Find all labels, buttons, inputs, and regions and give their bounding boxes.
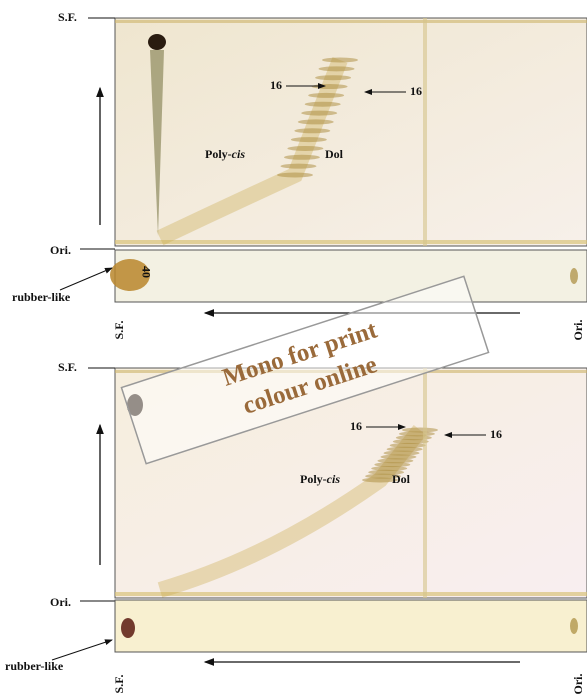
band xyxy=(284,155,320,160)
band xyxy=(294,128,330,133)
band xyxy=(291,137,327,142)
band xyxy=(287,146,323,151)
origin-band xyxy=(115,592,587,596)
band xyxy=(280,164,316,169)
dol-label: Dol xyxy=(325,147,344,161)
band-label: 16 xyxy=(270,78,282,92)
strip-origin-spot xyxy=(570,618,578,634)
strip-origin-label: Ori. xyxy=(571,320,585,341)
spot-label: rubber-like xyxy=(12,290,71,304)
tlc-panel: S.F. 16 16 Poly-cis Dol Ori. 40 rubber-like S.F.… xyxy=(12,10,587,341)
band xyxy=(312,84,348,89)
strip xyxy=(115,250,587,302)
origin-label: Ori. xyxy=(50,243,71,257)
dark-spot xyxy=(148,34,166,50)
strip-front-label: S.F. xyxy=(112,321,126,340)
band-label: 16 xyxy=(350,419,362,433)
poly-cis-label: Poly-cis xyxy=(205,147,245,161)
dol-label: Dol xyxy=(392,472,411,486)
strip-spot xyxy=(121,618,135,638)
band xyxy=(308,93,344,98)
band xyxy=(315,75,351,80)
band xyxy=(298,119,334,124)
band xyxy=(322,58,358,63)
tlc-plate xyxy=(115,18,587,246)
band-label: 16 xyxy=(410,84,422,98)
figure: S.F. 16 16 Poly-cis Dol Ori. 40 rubber-like S.F.… xyxy=(0,0,587,698)
label-arrow xyxy=(52,640,112,660)
front-label: S.F. xyxy=(58,10,77,24)
spot-label: rubber-like xyxy=(5,659,64,673)
band xyxy=(277,173,313,178)
poly-prefix: Poly- xyxy=(205,147,232,161)
band xyxy=(301,111,337,116)
poly-prefix: Poly- xyxy=(300,472,327,486)
strip-origin-spot xyxy=(570,268,578,284)
band xyxy=(319,66,355,71)
strip-mark: 40 xyxy=(139,266,153,278)
front-band xyxy=(115,20,587,23)
strip xyxy=(115,600,587,652)
poly-italic: cis xyxy=(327,472,341,486)
strip-front-label: S.F. xyxy=(112,675,126,694)
band-label: 16 xyxy=(490,427,502,441)
strip-origin-label: Ori. xyxy=(571,674,585,695)
label-arrow xyxy=(60,268,112,290)
poly-italic: cis xyxy=(232,147,246,161)
poly-cis-label: Poly-cis xyxy=(300,472,340,486)
origin-label: Ori. xyxy=(50,595,71,609)
band xyxy=(305,102,341,107)
origin-band xyxy=(115,240,587,244)
front-label: S.F. xyxy=(58,360,77,374)
